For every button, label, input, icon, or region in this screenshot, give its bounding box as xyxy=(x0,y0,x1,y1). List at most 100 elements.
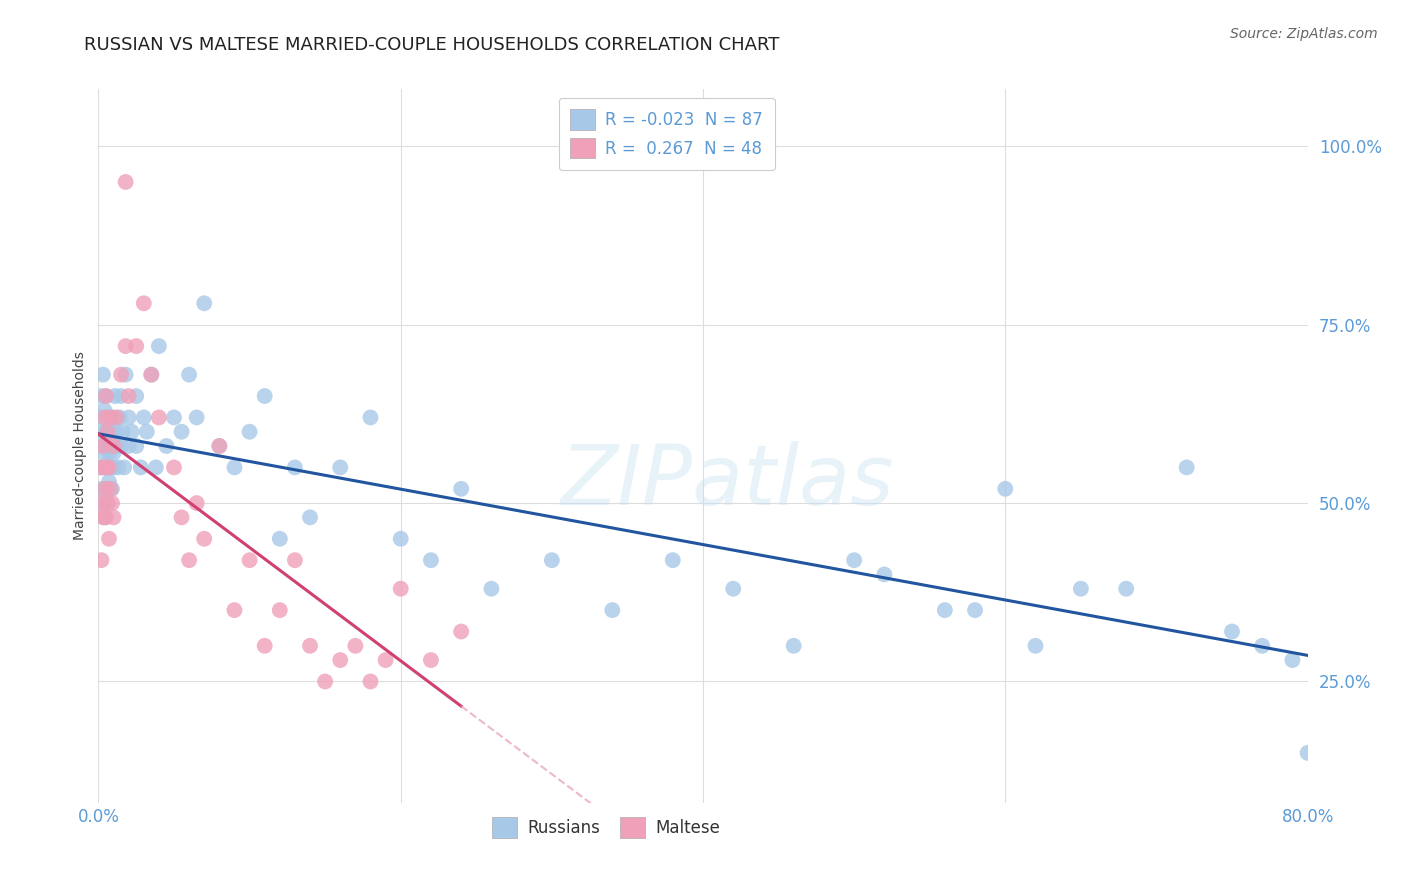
Point xyxy=(193,532,215,546)
Point xyxy=(103,460,125,475)
Y-axis label: Married-couple Households: Married-couple Households xyxy=(73,351,87,541)
Point xyxy=(193,296,215,310)
Point xyxy=(111,425,134,439)
Point xyxy=(101,425,124,439)
Point xyxy=(1296,746,1319,760)
Point xyxy=(1281,653,1303,667)
Point xyxy=(91,368,114,382)
Point xyxy=(360,674,382,689)
Point xyxy=(91,460,114,475)
Point xyxy=(93,403,115,417)
Point xyxy=(148,410,170,425)
Point xyxy=(93,510,115,524)
Point xyxy=(96,496,118,510)
Point xyxy=(1251,639,1274,653)
Point xyxy=(103,439,125,453)
Point xyxy=(374,653,396,667)
Point xyxy=(89,496,111,510)
Point xyxy=(148,339,170,353)
Point xyxy=(299,639,322,653)
Point xyxy=(329,653,352,667)
Point xyxy=(239,553,262,567)
Point xyxy=(783,639,806,653)
Point xyxy=(96,496,118,510)
Point xyxy=(129,460,152,475)
Point xyxy=(91,496,114,510)
Point xyxy=(284,553,307,567)
Point xyxy=(253,639,276,653)
Point xyxy=(90,389,112,403)
Point xyxy=(269,603,291,617)
Point xyxy=(253,389,276,403)
Point xyxy=(661,553,683,567)
Point xyxy=(94,389,117,403)
Point xyxy=(145,460,167,475)
Point xyxy=(723,582,745,596)
Point xyxy=(94,389,117,403)
Point xyxy=(96,410,118,425)
Point xyxy=(100,410,122,425)
Point xyxy=(163,410,186,425)
Point xyxy=(481,582,503,596)
Point xyxy=(110,389,132,403)
Point xyxy=(239,425,262,439)
Point xyxy=(101,482,124,496)
Point xyxy=(141,368,163,382)
Point xyxy=(98,460,121,475)
Point xyxy=(934,603,956,617)
Point xyxy=(93,482,115,496)
Point xyxy=(186,496,208,510)
Point xyxy=(114,368,136,382)
Point xyxy=(108,410,131,425)
Point xyxy=(450,624,472,639)
Point xyxy=(602,603,624,617)
Point xyxy=(121,425,143,439)
Point xyxy=(344,639,367,653)
Point xyxy=(450,482,472,496)
Point xyxy=(100,460,122,475)
Text: ZIPatlas: ZIPatlas xyxy=(561,442,894,522)
Point xyxy=(94,510,117,524)
Point xyxy=(269,532,291,546)
Point xyxy=(389,532,412,546)
Point xyxy=(1070,582,1092,596)
Point xyxy=(540,553,562,567)
Point xyxy=(125,389,148,403)
Point xyxy=(118,389,141,403)
Point xyxy=(1024,639,1046,653)
Point xyxy=(103,410,125,425)
Point xyxy=(114,175,136,189)
Point xyxy=(89,460,111,475)
Point xyxy=(105,425,128,439)
Point xyxy=(90,553,112,567)
Point xyxy=(284,460,307,475)
Point xyxy=(96,439,118,453)
Point xyxy=(93,410,115,425)
Point xyxy=(118,410,141,425)
Point xyxy=(107,460,129,475)
Text: RUSSIAN VS MALTESE MARRIED-COUPLE HOUSEHOLDS CORRELATION CHART: RUSSIAN VS MALTESE MARRIED-COUPLE HOUSEH… xyxy=(84,36,780,54)
Point xyxy=(98,425,121,439)
Point xyxy=(208,439,231,453)
Point xyxy=(844,553,866,567)
Point xyxy=(132,410,155,425)
Point xyxy=(103,510,125,524)
Point xyxy=(125,339,148,353)
Point xyxy=(98,475,121,489)
Point xyxy=(360,410,382,425)
Point xyxy=(98,446,121,460)
Point xyxy=(101,496,124,510)
Point xyxy=(186,410,208,425)
Point xyxy=(224,603,246,617)
Point xyxy=(135,425,157,439)
Point xyxy=(94,460,117,475)
Point xyxy=(91,439,114,453)
Point xyxy=(994,482,1017,496)
Point xyxy=(112,460,135,475)
Point xyxy=(170,510,193,524)
Point xyxy=(94,460,117,475)
Point xyxy=(329,460,352,475)
Point xyxy=(1175,460,1198,475)
Point xyxy=(299,510,322,524)
Point xyxy=(114,339,136,353)
